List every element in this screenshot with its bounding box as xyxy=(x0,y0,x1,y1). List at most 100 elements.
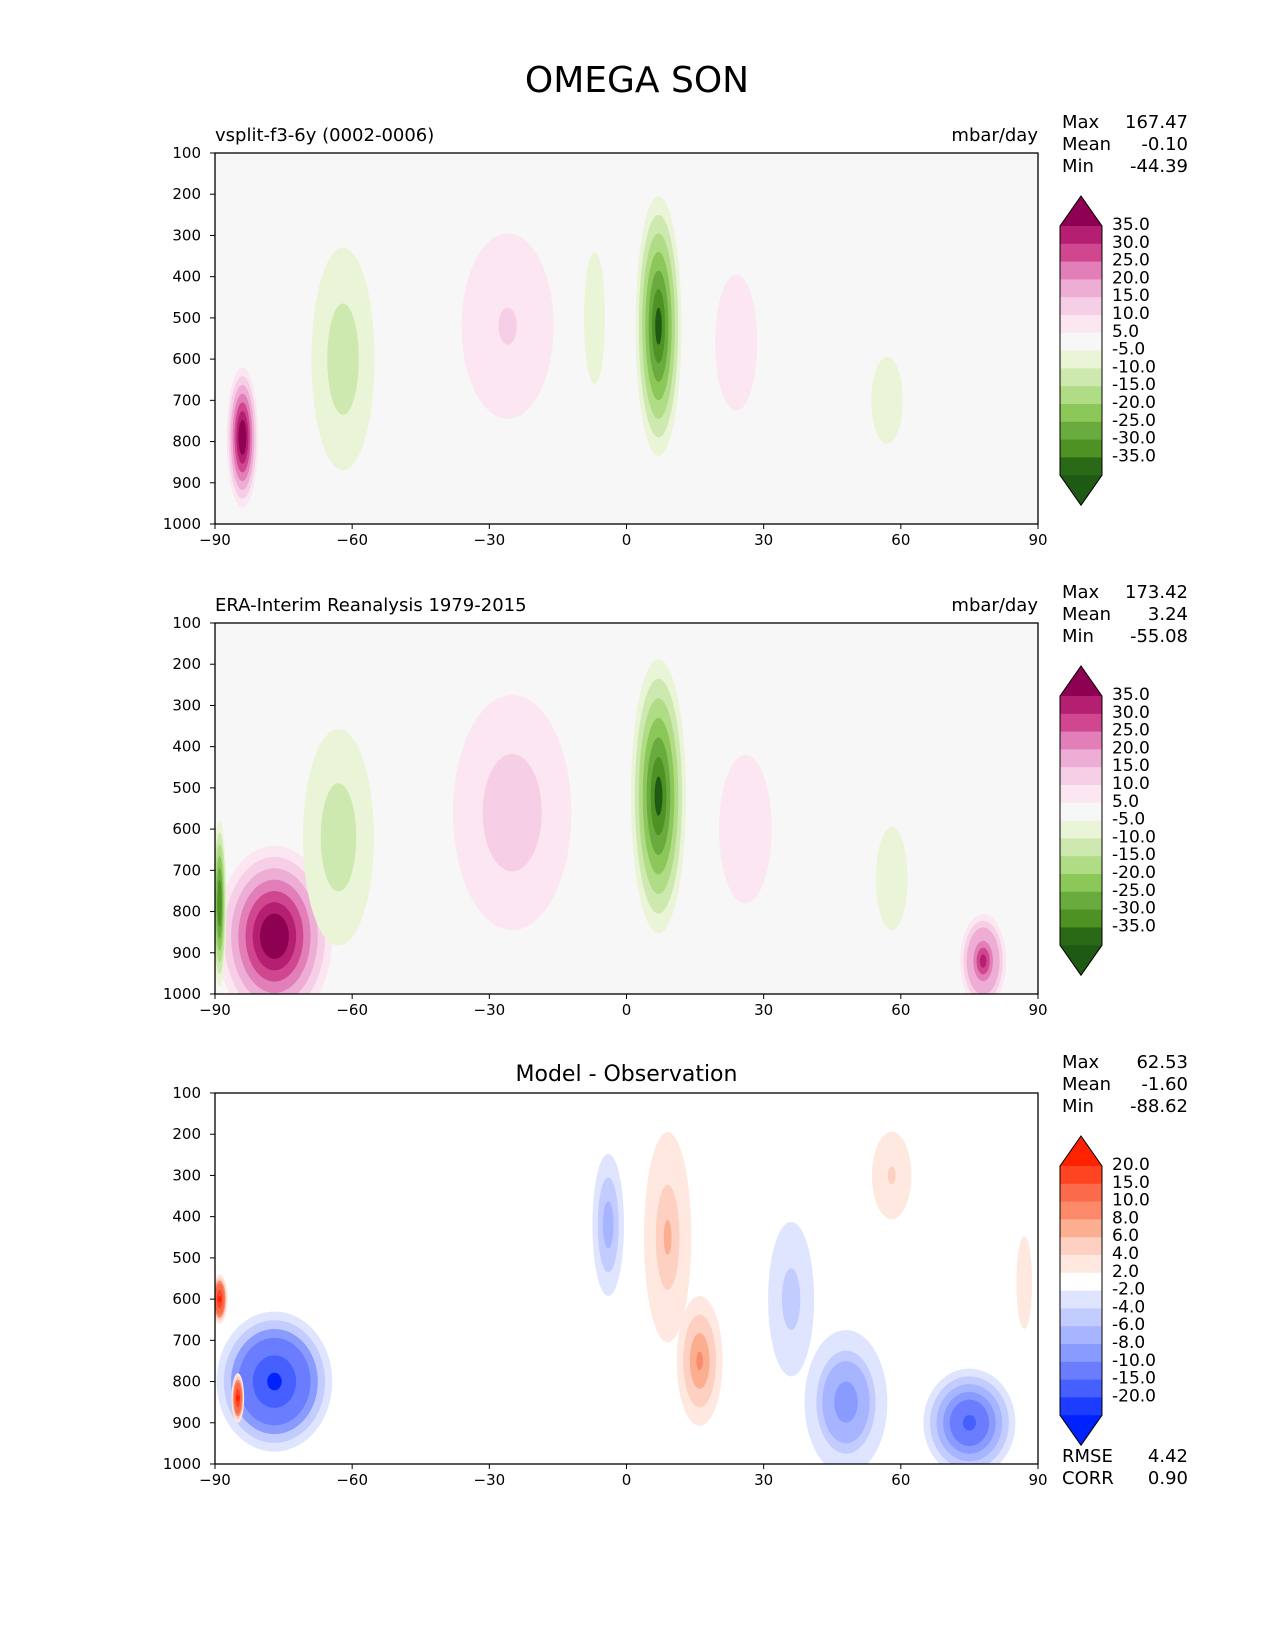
colorbar-extend-bottom xyxy=(1060,945,1102,976)
y-tick-label: 100 xyxy=(172,614,201,632)
y-tick-label: 800 xyxy=(172,433,201,451)
colorbar: 35.030.025.020.015.010.05.0-5.0-10.0-15.… xyxy=(1059,665,1156,977)
stat-value-max: 62.53 xyxy=(1136,1052,1188,1073)
contour-feature-4-level-1 xyxy=(655,307,662,345)
colorbar-swatch xyxy=(1060,368,1102,387)
y-tick-label: 200 xyxy=(172,655,201,673)
stat-value-mean: -0.10 xyxy=(1141,134,1188,155)
y-tick-label: 800 xyxy=(172,1373,201,1391)
y-tick-label: 700 xyxy=(172,391,201,409)
colorbar-swatch xyxy=(1060,439,1102,458)
colorbar-tick-label: -10.0 xyxy=(1112,357,1156,377)
contour-feature-0-level-1 xyxy=(267,924,282,948)
contour-feature-5-level-1 xyxy=(730,325,742,360)
y-tick-label: 800 xyxy=(172,903,201,921)
contour-feature-2-level-1 xyxy=(235,1394,240,1402)
panel-title: vsplit-f3-6y (0002-0006) xyxy=(215,125,434,146)
colorbar-tick-label: 8.0 xyxy=(1112,1208,1139,1228)
x-tick-label: 90 xyxy=(1028,531,1047,549)
colorbar-swatch xyxy=(1060,1361,1102,1381)
colorbar-swatch xyxy=(1060,350,1102,369)
colorbar-tick-label: -35.0 xyxy=(1112,446,1156,466)
colorbar-extend-top xyxy=(1060,666,1102,696)
colorbar-swatch xyxy=(1060,1183,1102,1203)
y-tick-label: 1000 xyxy=(163,985,201,1003)
colorbar-tick-label: 15.0 xyxy=(1112,756,1150,776)
contour-feature-3-level-1 xyxy=(591,301,598,335)
colorbar-tick-label: -5.0 xyxy=(1112,810,1145,830)
contour-feature-7-level-1 xyxy=(979,954,987,968)
x-tick-label: −90 xyxy=(199,1001,231,1019)
contour-feature-4-level-1 xyxy=(663,1219,672,1255)
x-tick-label: 60 xyxy=(891,531,910,549)
contour-feature-1-level-1 xyxy=(337,340,349,378)
x-tick-label: 30 xyxy=(754,1001,773,1019)
y-tick-label: 700 xyxy=(172,1331,201,1349)
x-tick-label: −60 xyxy=(336,1471,368,1489)
colorbar-swatch xyxy=(1060,1166,1102,1185)
panel-1: −90 −60 −30 0 30 60 90 100 200 300 400 500 600 700 800… xyxy=(163,112,1188,549)
stat-label-mean: Mean xyxy=(1062,1074,1111,1095)
colorbar-tick-label: -4.0 xyxy=(1112,1297,1145,1317)
colorbar-swatch xyxy=(1060,1201,1102,1220)
colorbar-swatch xyxy=(1060,1219,1102,1238)
y-tick-label: 300 xyxy=(172,1166,201,1184)
stat-label-rmse: RMSE xyxy=(1062,1446,1113,1467)
panel-units: mbar/day xyxy=(951,595,1038,616)
colorbar-tick-label: 20.0 xyxy=(1112,738,1150,758)
colorbar-swatch xyxy=(1060,1308,1102,1327)
colorbar-tick-label: -5.0 xyxy=(1112,340,1145,360)
colorbar-swatch xyxy=(1060,1344,1102,1363)
y-tick-label: 200 xyxy=(172,1125,201,1143)
colorbar-tick-label: 35.0 xyxy=(1112,215,1150,235)
panel-title: ERA-Interim Reanalysis 1979-2015 xyxy=(215,595,527,616)
colorbar-tick-label: 25.0 xyxy=(1112,721,1150,741)
stat-value-min: -55.08 xyxy=(1130,626,1188,647)
colorbar-swatch xyxy=(1060,1272,1102,1292)
contour-feature-4-level-1 xyxy=(654,776,663,816)
stat-value-max: 173.42 xyxy=(1125,582,1188,603)
contour-feature-8-level-1 xyxy=(962,1415,976,1431)
stat-label-min: Min xyxy=(1062,626,1094,647)
contour-feature-2-level-1 xyxy=(498,307,517,345)
colorbar-tick-label: -30.0 xyxy=(1112,899,1156,919)
y-tick-label: 100 xyxy=(172,1084,201,1102)
y-tick-label: 900 xyxy=(172,474,201,492)
colorbar-swatch xyxy=(1060,909,1102,928)
contour-feature-0-level-1 xyxy=(267,1372,282,1391)
contour-feature-10-level-1 xyxy=(1021,1267,1027,1299)
colorbar-swatch xyxy=(1060,820,1102,839)
stat-value-mean: -1.60 xyxy=(1141,1074,1188,1095)
contour-feature-5-level-1 xyxy=(696,1351,703,1371)
x-tick-label: 90 xyxy=(1028,1471,1047,1489)
contour-feature-6-level-1 xyxy=(786,1283,796,1315)
y-tick-label: 500 xyxy=(172,1249,201,1267)
x-tick-label: 30 xyxy=(754,1471,773,1489)
colorbar-swatch xyxy=(1060,386,1102,405)
colorbar-extend-top xyxy=(1060,196,1102,226)
contour-feature-0-level-1 xyxy=(240,428,245,447)
x-tick-label: 0 xyxy=(622,1001,632,1019)
y-tick-label: 700 xyxy=(172,861,201,879)
colorbar-swatch xyxy=(1060,696,1102,715)
y-tick-label: 100 xyxy=(172,144,201,162)
colorbar-tick-label: -15.0 xyxy=(1112,375,1156,395)
colorbar-outline xyxy=(1059,195,1103,507)
colorbar-swatch xyxy=(1060,421,1102,441)
colorbar-tick-label: -30.0 xyxy=(1112,429,1156,449)
y-tick-label: 600 xyxy=(172,820,201,838)
y-tick-label: 1000 xyxy=(163,515,201,533)
colorbar-swatch xyxy=(1060,856,1102,875)
x-tick-label: 30 xyxy=(754,531,773,549)
colorbar-tick-label: -10.0 xyxy=(1112,827,1156,847)
panel-2: −90 −60 −30 0 30 60 90 100 200 300 400 500 600 700 800… xyxy=(163,582,1188,1019)
colorbar-swatch xyxy=(1060,315,1102,334)
plot-background xyxy=(215,1093,1038,1464)
colorbar-tick-label: -20.0 xyxy=(1112,393,1156,413)
colorbar-swatch xyxy=(1060,731,1102,750)
colorbar-tick-label: -20.0 xyxy=(1112,863,1156,883)
x-tick-label: −30 xyxy=(474,1001,506,1019)
contour-feature-2-level-1 xyxy=(332,819,345,856)
contour-feature-1-level-1 xyxy=(217,1296,222,1303)
colorbar-tick-label: 10.0 xyxy=(1112,1191,1150,1211)
